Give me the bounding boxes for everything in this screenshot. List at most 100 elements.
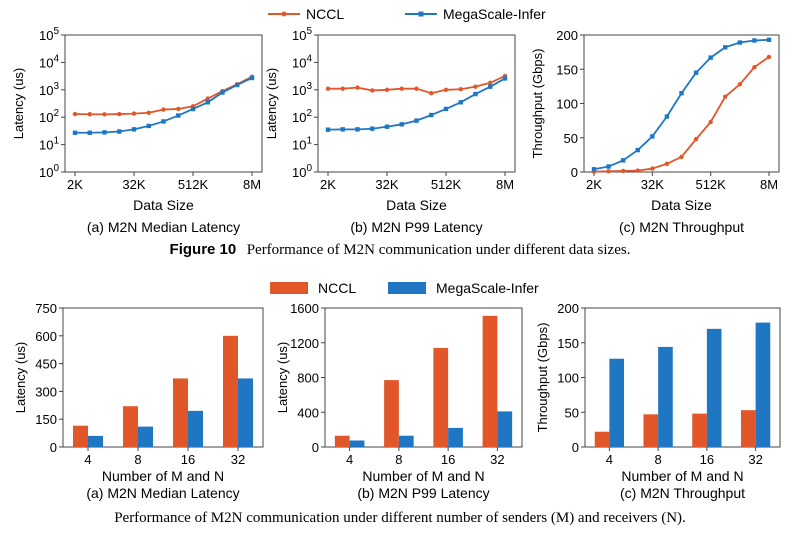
data-point-nccl xyxy=(488,80,493,86)
bar-nccl xyxy=(73,425,88,447)
y-axis-label: Throughput (Gbps) xyxy=(530,49,545,159)
bar-nccl xyxy=(384,380,399,447)
data-point-megascale xyxy=(235,82,240,88)
data-point-nccl xyxy=(429,91,434,96)
data-point-nccl xyxy=(752,64,757,70)
y-tick-label: 105 xyxy=(292,26,312,43)
plot-frame xyxy=(62,307,264,448)
bar-nccl xyxy=(482,315,498,447)
data-point-megascale xyxy=(325,127,331,132)
data-point-megascale xyxy=(635,147,640,153)
x-tick-label: 32K xyxy=(641,177,664,192)
data-point-nccl xyxy=(679,154,684,160)
y-tick-label: 600 xyxy=(35,329,57,344)
data-point-megascale xyxy=(161,119,166,124)
y-tick-label: 100 xyxy=(556,97,578,112)
chart-subtitle: (c) M2N Throughput xyxy=(620,485,745,501)
y-tick-label: 1600 xyxy=(290,301,319,316)
x-tick-label: 512K xyxy=(695,177,726,192)
data-point-megascale xyxy=(488,84,493,89)
x-axis-label: Data Size xyxy=(651,197,712,213)
data-point-nccl xyxy=(414,86,419,91)
data-point-nccl xyxy=(176,106,181,112)
x-axis-label: Number of M and N xyxy=(362,468,484,484)
x-tick-label: 4 xyxy=(346,452,353,467)
y-tick-label: 100 xyxy=(557,371,579,386)
x-tick-label: 2K xyxy=(320,177,336,192)
bar-nccl xyxy=(643,414,659,447)
legend-swatch-nccl xyxy=(270,282,308,294)
x-tick-label: 16 xyxy=(441,452,455,467)
x-tick-label: 32K xyxy=(122,177,145,192)
data-point-nccl xyxy=(399,86,404,91)
bar-nccl xyxy=(741,410,756,447)
bar-megascale xyxy=(497,411,513,447)
bar-nccl xyxy=(334,435,350,447)
y-tick-label: 103 xyxy=(292,81,312,98)
legend-marker-nccl xyxy=(281,11,287,17)
y-tick-label: 0 xyxy=(571,165,578,180)
y-tick-label: 200 xyxy=(557,301,579,316)
chart-subtitle: (c) M2N Throughput xyxy=(619,219,744,235)
bar-nccl xyxy=(123,406,138,447)
data-point-megascale xyxy=(693,70,699,75)
data-point-megascale xyxy=(679,91,684,96)
data-point-megascale xyxy=(72,130,78,135)
data-point-megascale xyxy=(708,55,713,60)
plot-frame xyxy=(317,34,516,173)
data-point-nccl xyxy=(117,111,122,117)
data-point-megascale xyxy=(249,75,255,81)
figure-10-caption: Figure 10 Performance of M2N communicati… xyxy=(0,241,800,259)
figure-10-text: Performance of M2N communication under d… xyxy=(246,242,631,258)
y-tick-label: 400 xyxy=(297,405,319,420)
y-tick-label: 103 xyxy=(39,81,59,98)
data-point-megascale xyxy=(752,38,757,43)
x-axis-label: Data Size xyxy=(133,197,194,213)
x-tick-label: 8 xyxy=(655,452,662,467)
y-tick-label: 150 xyxy=(556,62,578,77)
bar-nccl xyxy=(692,413,707,447)
chart-1: 100 101 102 103 104 105 Latency (us) 2K 32K 512K 8… xyxy=(11,26,263,235)
y-tick-label: 101 xyxy=(39,136,59,153)
data-point-nccl xyxy=(635,168,640,173)
y-tick-label: 100 xyxy=(39,163,59,180)
bar-nccl xyxy=(173,378,188,447)
bar-megascale xyxy=(658,346,673,447)
data-point-megascale xyxy=(737,40,743,45)
y-axis-label: Latency (us) xyxy=(11,68,26,140)
x-tick-label: 32 xyxy=(748,452,762,467)
data-point-megascale xyxy=(443,106,449,112)
data-point-nccl xyxy=(146,110,151,115)
bar-nccl xyxy=(594,431,610,447)
y-tick-label: 50 xyxy=(564,131,578,146)
chart-6: 0 50 100 150 200 Throughput (Gbps) 4 8 16 32 Numbe… xyxy=(535,301,781,501)
data-point-nccl xyxy=(606,169,611,174)
data-point-nccl xyxy=(72,111,78,117)
plot-frame xyxy=(64,34,263,173)
data-point-megascale xyxy=(146,123,151,129)
data-point-nccl xyxy=(443,87,449,93)
data-point-nccl xyxy=(384,87,390,93)
figure-bottom-caption: Performance of M2N communication under d… xyxy=(0,509,800,527)
x-tick-label: 2K xyxy=(67,177,83,192)
x-tick-label: 8 xyxy=(134,452,141,467)
data-point-megascale xyxy=(370,126,375,131)
x-tick-label: 32 xyxy=(231,452,245,467)
legend-swatch-megascale xyxy=(388,282,426,294)
x-axis-label: Data Size xyxy=(386,197,447,213)
y-tick-label: 50 xyxy=(565,405,579,420)
data-point-nccl xyxy=(723,94,728,99)
data-point-megascale xyxy=(220,90,225,95)
chart-subtitle: (a) M2N Median Latency xyxy=(86,485,239,501)
bar-megascale xyxy=(188,410,203,447)
y-tick-label: 102 xyxy=(292,108,312,125)
legend-marker-megascale xyxy=(418,11,424,17)
data-point-megascale xyxy=(591,167,597,172)
y-tick-label: 200 xyxy=(556,28,578,43)
data-point-nccl xyxy=(131,111,137,116)
y-tick-label: 102 xyxy=(39,108,59,125)
legend-label-nccl-bottom: NCCL xyxy=(318,280,356,296)
y-tick-label: 150 xyxy=(35,412,57,427)
data-point-megascale xyxy=(87,130,92,135)
bar-megascale xyxy=(238,378,253,447)
